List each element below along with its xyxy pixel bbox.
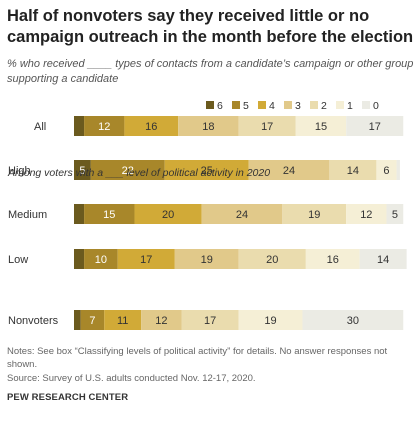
legend-label-3: 3 — [295, 100, 301, 112]
bar-segment-high-1 — [376, 160, 397, 180]
bar-segment-low-2 — [238, 249, 306, 269]
data-label-all-2: 17 — [261, 121, 273, 133]
bar-segment-nonvoters-3 — [141, 310, 182, 330]
data-label-nonvoters-3: 12 — [155, 315, 167, 327]
data-label-low-0: 14 — [377, 254, 389, 266]
data-label-high-1: 6 — [383, 165, 389, 177]
bar-segment-medium-3 — [201, 204, 283, 224]
bar-segment-high-3 — [248, 160, 330, 180]
bar-segment-all-1 — [295, 116, 347, 136]
data-label-medium-4: 20 — [162, 209, 174, 221]
legend-swatch-5 — [232, 101, 240, 109]
data-label-medium-0: 5 — [392, 209, 398, 221]
data-label-all-3: 18 — [202, 121, 214, 133]
legend-label-6: 6 — [217, 100, 223, 112]
bar-segment-low-0 — [359, 249, 407, 269]
bars-layer: All 12 16 18 17 15 17 High 5 22 25 24 14 6 Medium 15 20 2… — [8, 116, 407, 330]
bar-segment-all-0 — [346, 116, 404, 136]
chart-subtitle: % who received ____ types of contacts fr… — [7, 58, 414, 85]
bar-segment-all-6 — [74, 116, 85, 136]
bar-segment-nonvoters-4 — [104, 310, 142, 330]
bar-segment-low-6 — [74, 249, 85, 269]
row-label-nonvoters: Nonvoters — [8, 315, 59, 327]
data-label-nonvoters-4: 11 — [117, 315, 128, 327]
data-label-nonvoters-2: 17 — [204, 315, 216, 327]
bar-segment-low-3 — [174, 249, 239, 269]
legend-swatch-2 — [310, 101, 318, 109]
legend-swatch-3 — [284, 101, 292, 109]
bar-segment-high-0 — [396, 160, 400, 180]
row-label-medium: Medium — [8, 209, 47, 221]
data-label-low-5: 10 — [95, 254, 107, 266]
data-label-high-2: 14 — [347, 165, 359, 177]
bar-segment-high-5 — [90, 160, 165, 180]
data-label-medium-1: 12 — [360, 209, 372, 221]
bar-segment-all-3 — [178, 116, 239, 136]
data-label-low-2: 20 — [266, 254, 278, 266]
data-label-all-4: 16 — [145, 121, 157, 133]
bar-segment-medium-4 — [134, 204, 202, 224]
bar-segment-high-6 — [74, 160, 91, 180]
legend-swatch-0 — [362, 101, 370, 109]
row-label-all: All — [34, 121, 46, 133]
bar-segment-high-4 — [164, 160, 249, 180]
data-label-low-1: 16 — [327, 254, 339, 266]
pew-credit: PEW RESEARCH CENTER — [7, 392, 129, 403]
data-label-low-4: 17 — [140, 254, 152, 266]
legend-swatch-6 — [206, 101, 214, 109]
data-label-nonvoters-5: 7 — [89, 315, 95, 327]
section-label: Among voters with a ___ level of politic… — [7, 167, 270, 179]
chart-title: Half of nonvoters say they received litt… — [7, 7, 414, 46]
legend-swatch-4 — [258, 101, 266, 109]
data-label-all-1: 15 — [315, 121, 327, 133]
data-label-high-6: 5 — [79, 165, 85, 177]
legend-label-0: 0 — [373, 100, 379, 112]
legend: 6 5 4 3 2 1 0 — [206, 100, 379, 112]
bar-segment-nonvoters-0 — [302, 310, 404, 330]
chart-source: Source: Survey of U.S. adults conducted … — [7, 373, 256, 384]
data-label-nonvoters-1: 19 — [264, 315, 276, 327]
legend-label-4: 4 — [269, 100, 275, 112]
data-label-low-3: 19 — [201, 254, 213, 266]
bar-segment-medium-2 — [282, 204, 347, 224]
bar-segment-nonvoters-2 — [181, 310, 239, 330]
bar-segment-low-1 — [305, 249, 360, 269]
data-label-nonvoters-0: 30 — [347, 315, 359, 327]
row-label-low: Low — [8, 254, 28, 266]
legend-label-5: 5 — [243, 100, 249, 112]
bar-segment-medium-0 — [386, 204, 404, 224]
data-label-medium-3: 24 — [236, 209, 248, 221]
bar-segment-medium-5 — [84, 204, 135, 224]
bar-segment-medium-1 — [346, 204, 387, 224]
bar-segment-medium-6 — [74, 204, 85, 224]
data-label-high-3: 24 — [283, 165, 295, 177]
data-label-high-5: 22 — [122, 165, 134, 177]
bar-segment-nonvoters-6 — [74, 310, 81, 330]
bar-segment-all-5 — [84, 116, 125, 136]
data-label-high-4: 25 — [201, 165, 213, 177]
data-label-medium-5: 15 — [103, 209, 115, 221]
bar-segment-nonvoters-5 — [80, 310, 105, 330]
legend-swatch-1 — [336, 101, 344, 109]
row-label-high: High — [8, 165, 31, 177]
legend-label-1: 1 — [347, 100, 353, 112]
bar-segment-high-2 — [329, 160, 377, 180]
bar-segment-all-2 — [238, 116, 296, 136]
legend-label-2: 2 — [321, 100, 327, 112]
data-label-all-5: 12 — [98, 121, 110, 133]
bar-segment-low-4 — [117, 249, 175, 269]
data-label-all-0: 17 — [369, 121, 381, 133]
bar-segment-all-4 — [124, 116, 179, 136]
bar-segment-nonvoters-1 — [238, 310, 303, 330]
data-label-medium-2: 19 — [308, 209, 320, 221]
bar-segment-low-5 — [84, 249, 118, 269]
chart-note: Notes: See box “Classifying levels of po… — [7, 346, 388, 370]
